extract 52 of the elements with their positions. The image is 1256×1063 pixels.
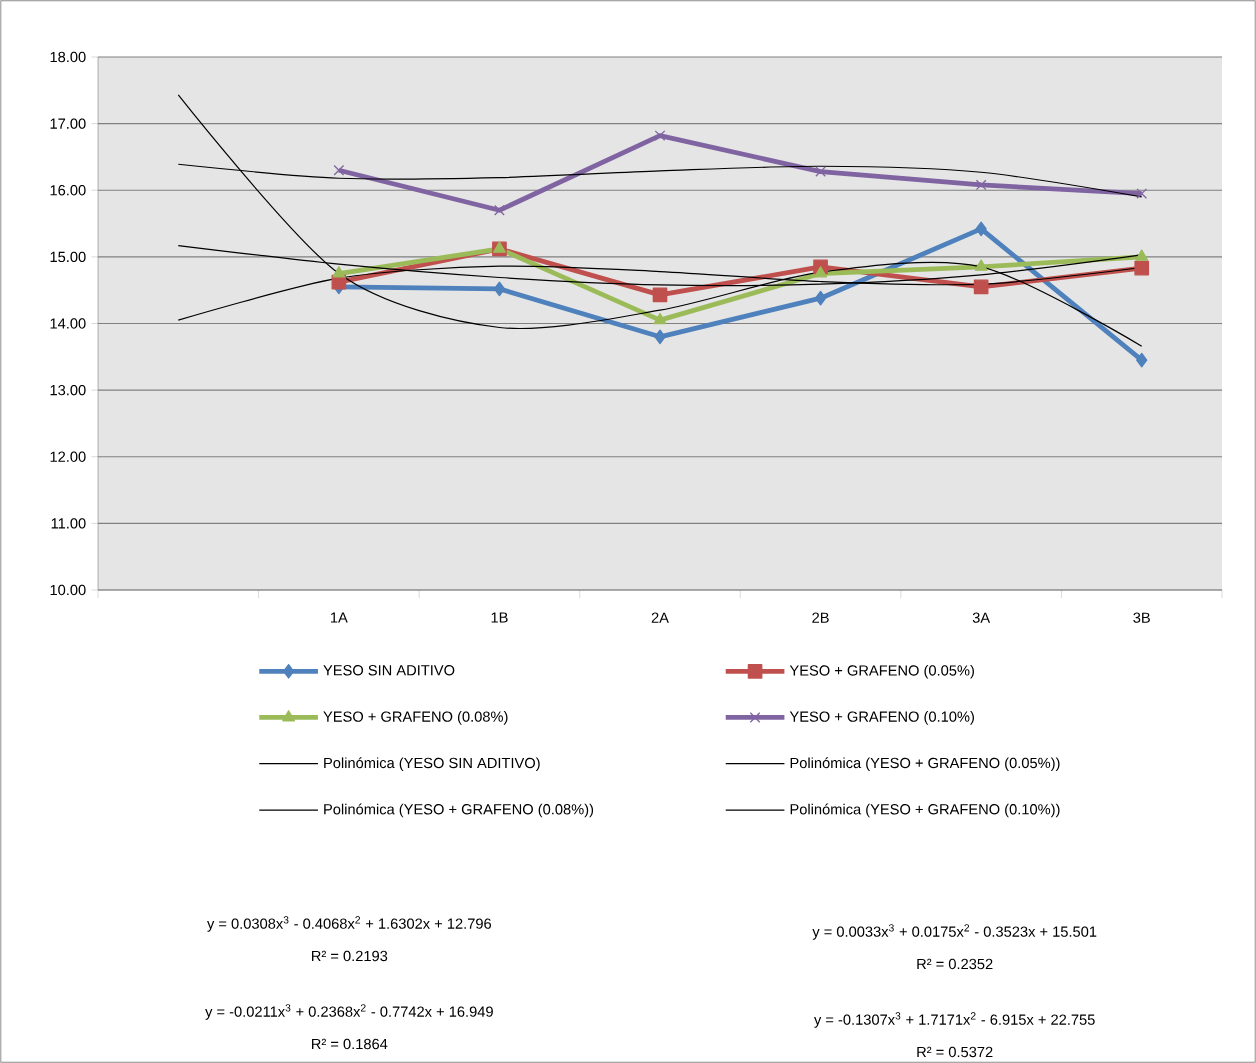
x-tick-label: 1A <box>331 612 348 623</box>
x-tick-label: 2A <box>651 612 669 623</box>
point <box>493 281 506 297</box>
point <box>815 166 826 177</box>
y-tick-label: 12.00 <box>50 451 86 462</box>
x-tick-label: 2B <box>812 612 829 623</box>
point <box>654 329 666 345</box>
y-tick-label: 10.00 <box>50 584 86 596</box>
text: R² = 0.1864 <box>312 1038 388 1050</box>
y-tick-label: 17.00 <box>50 118 86 129</box>
point <box>973 279 989 295</box>
point <box>492 241 506 253</box>
point <box>975 179 987 191</box>
y-tick-label: 13.00 <box>50 384 86 396</box>
point <box>1136 188 1148 199</box>
legend-label: Polinómica (YESO + GRAFENO (0.05%)) <box>790 757 1060 772</box>
legend-label: YESO + GRAFENO (0.10%) <box>789 711 974 725</box>
legend-label: YESO + GRAFENO (0.05%) <box>789 664 974 679</box>
point <box>653 312 667 325</box>
legend-label: YESO SIN ADITIVO <box>323 665 455 676</box>
y-tick-label: 18.00 <box>50 51 86 63</box>
text: y = -0.0211x$^{3}$ + 0.2368x$^{2}$ - 0.7742x + 16.949 <box>205 1004 493 1020</box>
text: R² = 0.2352 <box>917 958 993 970</box>
point <box>814 290 827 306</box>
point <box>494 204 505 216</box>
legend-label: Polinómica (YESO + GRAFENO (0.10%)) <box>790 803 1060 818</box>
text: y = -0.1307x$^{3}$ + 1.7171x$^{2}$ - 6.915x + 22.755 <box>814 1012 1095 1028</box>
x-tick-label: 3A <box>972 612 991 623</box>
y-tick-label: 11.00 <box>51 518 86 529</box>
legend-label: Polinómica (YESO + GRAFENO (0.08%)) <box>324 803 594 818</box>
point <box>1136 352 1148 368</box>
text: R² = 0.5372 <box>917 1046 993 1058</box>
point <box>1135 249 1149 261</box>
point <box>1134 260 1150 276</box>
text: y = 0.0033x$^{3}$ + 0.0175x$^{2}$ - 0.3523x + 15.501 <box>812 924 1097 940</box>
legend-label: Polinómica (YESO SIN ADITIVO) <box>324 757 540 772</box>
point <box>654 130 666 141</box>
y-tick-label: 14.00 <box>50 318 86 329</box>
text: R² = 0.2193 <box>312 950 388 962</box>
point <box>814 266 828 278</box>
point <box>332 266 346 278</box>
point <box>974 259 988 271</box>
y-tick-label: 16.00 <box>50 185 86 196</box>
point <box>975 221 987 237</box>
legend-label: YESO + GRAFENO (0.08%) <box>323 711 508 725</box>
x-tick-label: 1B <box>491 612 508 623</box>
point <box>652 287 668 303</box>
text: y = 0.0308x$^{3}$ - 0.4068x$^{2}$ + 1.6302x + 12.796 <box>207 916 492 932</box>
point <box>333 164 345 176</box>
x-tick-label: 3B <box>1133 612 1150 623</box>
y-tick-label: 15.00 <box>50 251 86 263</box>
line-series <box>177 94 1143 347</box>
